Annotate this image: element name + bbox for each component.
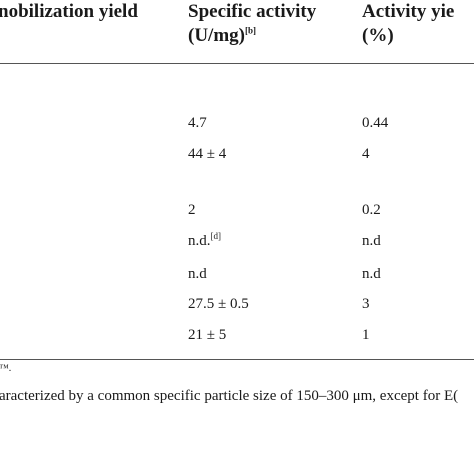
footnote-d-marker: [d]	[210, 231, 222, 241]
header-specific-activity: Specific activity	[188, 1, 317, 22]
cell-specific-row2: 44 ± 4	[188, 146, 227, 162]
header-rule	[0, 63, 474, 64]
cell-yield-row1: 0.44	[362, 115, 389, 131]
cell-specific-row5: n.d	[188, 266, 207, 282]
header-immobilization-yield: nobilization yield	[0, 1, 138, 22]
header-activity-yield-unit: (%)	[362, 25, 394, 46]
cell-specific-row3: 2	[188, 202, 196, 218]
cell-specific-row6: 27.5 ± 0.5	[188, 296, 249, 312]
cell-specific-row7: 21 ± 5	[188, 327, 227, 343]
cell-yield-row4: n.d	[362, 233, 381, 249]
cell-yield-row6: 3	[362, 296, 370, 312]
cell-specific-row4: n.d.[d]	[188, 231, 222, 250]
header-specific-activity-unit: (U/mg)[b]	[188, 25, 256, 46]
footnote-trademark: ™.	[0, 363, 12, 374]
footnote-particle-size: aracterized by a common specific particl…	[0, 388, 459, 404]
cell-yield-row5: n.d	[362, 266, 381, 282]
header-activity-yield: Activity yie	[362, 1, 455, 22]
header-footnote-b: [b]	[244, 25, 256, 36]
table-bottom-rule	[0, 359, 474, 360]
cell-yield-row3: 0.2	[362, 202, 381, 218]
cell-specific-row1: 4.7	[188, 115, 207, 131]
cell-yield-row2: 4	[362, 146, 370, 162]
cell-yield-row7: 1	[362, 327, 370, 343]
